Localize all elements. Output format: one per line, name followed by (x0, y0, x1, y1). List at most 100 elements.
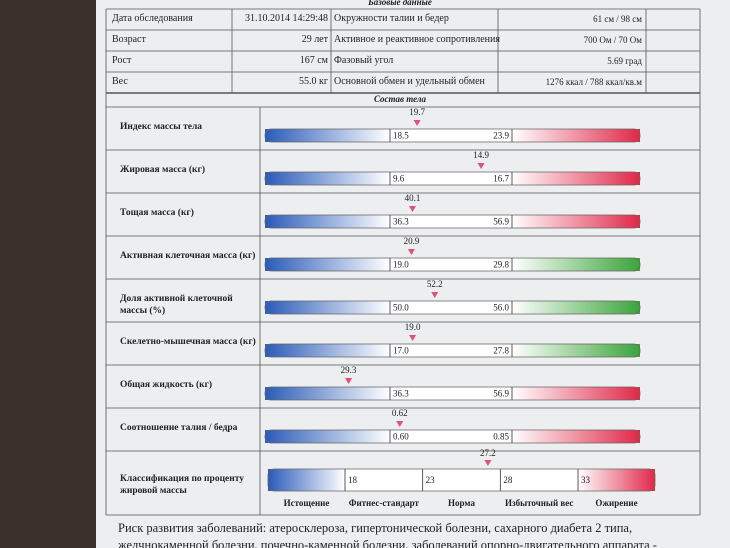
field-label: Вес (112, 76, 128, 87)
threshold-label: 18 (348, 475, 358, 485)
value-label: 19.7 (409, 107, 425, 117)
footer-text: желчнокаменной болезни, почечно-каменной… (118, 538, 657, 548)
bar-low-zone (265, 301, 390, 314)
norm-high-label: 56.9 (493, 217, 509, 227)
norm-low-label: 18.5 (393, 131, 409, 141)
norm-low-label: 19.0 (393, 260, 409, 270)
norm-low-label: 9.6 (393, 174, 405, 184)
section-title: Состав тела (374, 94, 427, 104)
bar-norm-zone (390, 301, 512, 314)
bar-outline (264, 171, 641, 186)
bar-low-zone (265, 258, 390, 271)
bar-norm-zone (390, 344, 512, 357)
bar-low-zone (265, 344, 390, 357)
bar-high-zone (512, 215, 640, 228)
norm-high-label: 23.9 (493, 131, 509, 141)
bar-high-zone (512, 301, 640, 314)
value-marker (484, 460, 492, 466)
bar-low-zone (265, 129, 390, 142)
field-value: 29 лет (301, 34, 328, 45)
bar-outline (264, 386, 641, 401)
value-marker (345, 378, 353, 384)
bar-high-zone (512, 258, 640, 271)
value-label: 27.2 (480, 448, 496, 458)
value-label: 14.9 (473, 150, 489, 160)
field-label: Фазовый угол (334, 55, 394, 66)
bar-outline (264, 257, 641, 272)
norm-high-label: 56.0 (493, 303, 509, 313)
norm-low-label: 36.3 (393, 389, 409, 399)
field-value: 1276 ккал / 788 ккал/кв.м (545, 77, 642, 87)
bar-high-zone (512, 172, 640, 185)
field-value: 700 Ом / 70 Ом (583, 35, 642, 45)
value-marker (413, 120, 421, 126)
norm-low-label: 0.60 (393, 432, 409, 442)
bar-high-zone (512, 430, 640, 443)
bar-norm-zone (345, 469, 578, 491)
field-value: 5.69 град (607, 56, 642, 66)
bar-outline (264, 300, 641, 315)
bar-low-zone (265, 387, 390, 400)
bar-outline (267, 468, 656, 492)
field-label: Окружности талии и бедер (334, 13, 449, 24)
bar-norm-zone (390, 387, 512, 400)
norm-high-label: 27.8 (493, 346, 509, 356)
section-title: Базовые данные (367, 0, 432, 7)
field-label: Активное и реактивное сопротивления (334, 34, 500, 45)
value-marker (477, 163, 485, 169)
bar-low-zone (268, 469, 345, 491)
indicator-label: Общая жидкость (кг) (120, 380, 213, 390)
value-label: 19.0 (405, 322, 421, 332)
bar-high-zone (512, 387, 640, 400)
bar-outline (264, 429, 641, 444)
paper-sheet (96, 0, 730, 548)
norm-high-label: 29.8 (493, 260, 509, 270)
indicator-label: Активная клеточная масса (кг) (120, 251, 256, 261)
field-label: Возраст (112, 34, 146, 45)
indicator-label: Тощая масса (кг) (120, 208, 194, 218)
bar-low-zone (265, 430, 390, 443)
category-label: Ожирение (595, 498, 637, 508)
bar-high-zone (578, 469, 655, 491)
norm-high-label: 16.7 (493, 174, 509, 184)
value-marker (409, 335, 417, 341)
norm-high-label: 56.9 (493, 389, 509, 399)
category-label: Избыточный вес (505, 498, 573, 508)
indicator-label: Жировая масса (кг) (120, 165, 206, 175)
value-marker (396, 421, 404, 427)
threshold-label: 28 (503, 475, 513, 485)
value-label: 52.2 (427, 279, 443, 289)
bar-norm-zone (390, 215, 512, 228)
indicator-label: Индекс массы тела (120, 122, 203, 132)
category-label: Истощение (284, 498, 330, 508)
bar-norm-zone (390, 172, 512, 185)
field-value: 61 см / 98 см (593, 14, 642, 24)
field-value: 55.0 кг (299, 76, 328, 87)
norm-low-label: 36.3 (393, 217, 409, 227)
norm-low-label: 17.0 (393, 346, 409, 356)
bar-low-zone (265, 172, 390, 185)
field-label: Рост (112, 55, 132, 66)
indicator-label: Классификация по проценту жировой массы (120, 474, 245, 496)
field-label: Основной обмен и удельный обмен (334, 76, 485, 87)
norm-high-label: 0.85 (493, 432, 509, 442)
bar-outline (264, 214, 641, 229)
value-marker (409, 206, 417, 212)
bar-high-zone (512, 129, 640, 142)
norm-low-label: 50.0 (393, 303, 409, 313)
bar-outline (264, 128, 641, 143)
value-label: 20.9 (404, 236, 420, 246)
indicator-label: Соотношение талия / бедра (120, 423, 238, 433)
bar-high-zone (512, 344, 640, 357)
category-label: Фитнес-стандарт (349, 498, 420, 508)
indicator-label: Доля активной клеточной массы (%) (120, 294, 233, 316)
value-label: 0.62 (392, 408, 408, 418)
bar-outline (264, 343, 641, 358)
value-marker (431, 292, 439, 298)
bar-norm-zone (390, 430, 512, 443)
threshold-label: 23 (426, 475, 436, 485)
field-label: Дата обследования (112, 13, 193, 24)
bar-norm-zone (390, 129, 512, 142)
